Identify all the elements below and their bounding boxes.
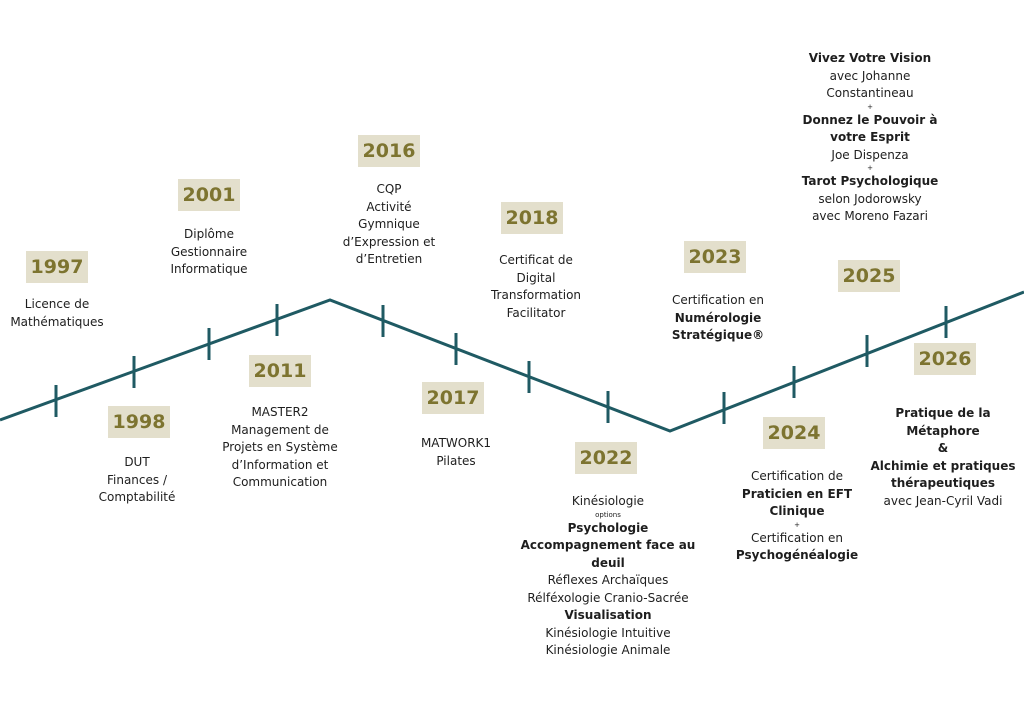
description-line: MASTER2 [251, 405, 309, 419]
description-line: Pilates [436, 453, 476, 468]
description-line: Facilitator [506, 305, 566, 320]
description-line: Réflexes Archaïques [547, 573, 669, 587]
year-badge: 2016 [358, 135, 420, 167]
description-line: Constantineau [826, 86, 914, 100]
description-line: avec Moreno Fazari [812, 209, 928, 223]
description-line: Kinésiologie Intuitive [545, 625, 671, 640]
description-line: MATWORK1 [420, 436, 492, 450]
description-line: Pratique de la [895, 406, 991, 420]
description-line: Management de [231, 422, 329, 437]
year-badge: 2023 [684, 241, 746, 273]
description-line: Certification en [671, 293, 765, 307]
milestone-description: Vivez Votre Vision avec Johanne Constantin… [775, 50, 965, 226]
milestone-description: CQP Activité Gymnique d’Expression et d’Entr… [294, 181, 484, 269]
description-line: Joe Dispenza [831, 147, 909, 162]
milestone-description: DUT Finances / Comptabilité [42, 454, 232, 507]
description-line: Alchimie et pratiques [870, 458, 1016, 473]
description-line: Gestionnaire [170, 244, 248, 259]
milestone-description: Pratique de la Métaphore & Alchimie et prat… [848, 405, 1024, 510]
year-badge: 2022 [575, 442, 637, 474]
description-line: selon Jodorowsky [818, 191, 922, 206]
description-line: Activité [366, 199, 412, 214]
description-line: Kinésiologie [571, 494, 645, 508]
description-line: thérapeutiques [891, 476, 995, 490]
description-line: CQP [376, 182, 402, 196]
year-badge: 2026 [914, 343, 976, 375]
description-line: + [867, 102, 873, 111]
description-line: Vivez Votre Vision [808, 51, 932, 65]
timeline-path [0, 290, 1024, 433]
description-line: Licence de [24, 297, 90, 311]
description-line: Donnez le Pouvoir à [802, 112, 938, 127]
description-line: Mathématiques [10, 314, 104, 329]
milestone-description: MASTER2 Management de Projets en Système d’… [185, 404, 375, 492]
description-line: Métaphore [906, 423, 980, 438]
description-line: d’Expression et [342, 234, 436, 249]
description-line: Kinésiologie Animale [545, 643, 671, 657]
description-line: Diplôme [184, 227, 234, 241]
description-line: Informatique [170, 262, 248, 276]
milestone-description: Diplôme Gestionnaire Informatique [114, 226, 304, 279]
description-line: Praticien en EFT [741, 486, 853, 501]
milestone-description: Certificat de Digital Transformation Facili… [441, 252, 631, 322]
description-line: Transformation [490, 288, 582, 302]
description-line: Gymnique [358, 217, 420, 231]
description-line: Tarot Psychologique [801, 174, 939, 188]
milestone-description: Kinésiologie options Psychologie Accompagne… [513, 493, 703, 660]
description-line: Psychogénéalogie [735, 548, 859, 562]
description-line: + [794, 520, 800, 529]
description-line: options [595, 510, 621, 519]
description-line: Stratégique® [671, 328, 765, 342]
description-line: Certificat de [499, 253, 573, 267]
year-badge: 1998 [108, 406, 170, 438]
description-line: Communication [232, 475, 328, 489]
description-line: Psychologie [567, 520, 649, 535]
description-line: d’Entretien [355, 252, 423, 266]
description-line: + [867, 164, 873, 172]
description-line: Visualisation [564, 608, 652, 622]
description-line: Accompagnement face au deuil [520, 538, 696, 570]
description-line: Numérologie [674, 310, 762, 325]
description-line: avec Johanne [829, 68, 911, 83]
description-line: Certification en [750, 530, 844, 545]
description-line: Rélféxologie Cranio-Sacrée [527, 590, 689, 605]
description-line: DUT [124, 455, 150, 469]
description-line: Projets en Système [222, 440, 338, 454]
milestone-description: Certification en Numérologie Stratégique® [623, 292, 813, 345]
description-line: Certification de [750, 469, 844, 483]
milestone-description: MATWORK1 Pilates [361, 435, 551, 470]
milestone-description: Licence de Mathématiques [0, 296, 152, 331]
description-line: votre Esprit [830, 130, 910, 144]
year-badge: 2001 [178, 179, 240, 211]
description-line: Digital [516, 270, 556, 285]
year-badge: 2011 [249, 355, 311, 387]
year-badge: 1997 [26, 251, 88, 283]
year-badge: 2024 [763, 417, 825, 449]
year-badge: 2018 [501, 202, 563, 234]
description-line: Comptabilité [98, 490, 176, 504]
description-line: avec Jean-Cyril Vadi [883, 493, 1003, 508]
description-line: d’Information et [231, 457, 329, 472]
milestone-description: Certification de Praticien en EFT Clinique… [702, 468, 892, 565]
year-badge: 2025 [838, 260, 900, 292]
description-line: Clinique [769, 504, 825, 518]
description-line: Finances / [106, 472, 168, 487]
description-line: & [937, 441, 949, 455]
timeline-ticks [54, 304, 948, 424]
year-badge: 2017 [422, 382, 484, 414]
